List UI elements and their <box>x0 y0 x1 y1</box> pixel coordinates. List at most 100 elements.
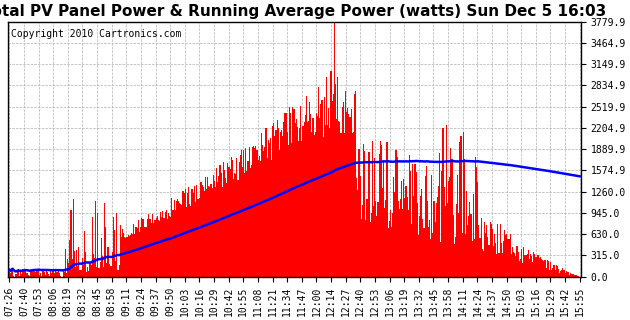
Bar <box>503 241 504 277</box>
Bar <box>277 120 278 277</box>
Bar <box>400 199 401 277</box>
Bar <box>244 173 245 277</box>
Bar <box>291 142 292 277</box>
Bar <box>466 191 467 277</box>
Bar <box>170 217 171 277</box>
Bar <box>185 189 186 277</box>
Bar <box>171 198 173 277</box>
Bar <box>308 121 309 277</box>
Bar <box>264 148 265 277</box>
Bar <box>25 270 26 277</box>
Bar <box>362 205 363 277</box>
Bar <box>445 206 446 277</box>
Bar <box>295 119 297 277</box>
Bar <box>142 219 143 277</box>
Bar <box>513 252 514 277</box>
Bar <box>312 118 314 277</box>
Bar <box>491 224 492 277</box>
Bar <box>355 91 356 277</box>
Bar <box>84 231 85 277</box>
Bar <box>353 132 354 277</box>
Bar <box>234 173 235 277</box>
Bar <box>346 112 347 277</box>
Bar <box>381 145 382 277</box>
Bar <box>12 270 13 277</box>
Bar <box>382 188 383 277</box>
Bar <box>10 273 11 277</box>
Bar <box>419 216 420 277</box>
Bar <box>401 180 402 277</box>
Bar <box>269 143 270 277</box>
Bar <box>21 274 22 277</box>
Bar <box>261 133 262 277</box>
Bar <box>55 270 56 277</box>
Bar <box>68 263 69 277</box>
Bar <box>59 274 60 277</box>
Bar <box>325 125 326 277</box>
Bar <box>324 97 325 277</box>
Bar <box>457 175 458 277</box>
Bar <box>285 113 287 277</box>
Bar <box>341 107 343 277</box>
Bar <box>89 262 91 277</box>
Bar <box>534 254 536 277</box>
Bar <box>178 201 179 277</box>
Bar <box>189 204 190 277</box>
Bar <box>82 258 83 277</box>
Bar <box>98 268 100 277</box>
Bar <box>85 252 86 277</box>
Bar <box>83 265 84 277</box>
Bar <box>118 265 120 277</box>
Bar <box>415 164 416 277</box>
Bar <box>125 238 127 277</box>
Bar <box>60 276 62 277</box>
Bar <box>320 104 321 277</box>
Bar <box>425 176 426 277</box>
Bar <box>186 207 187 277</box>
Text: Copyright 2010 Cartronics.com: Copyright 2010 Cartronics.com <box>11 29 181 39</box>
Bar <box>130 235 131 277</box>
Bar <box>146 228 147 277</box>
Bar <box>485 233 486 277</box>
Bar <box>370 213 372 277</box>
Bar <box>542 260 543 277</box>
Bar <box>108 264 110 277</box>
Bar <box>260 161 261 277</box>
Bar <box>557 266 558 277</box>
Bar <box>449 177 450 277</box>
Bar <box>366 199 367 277</box>
Bar <box>363 144 364 277</box>
Bar <box>409 155 410 277</box>
Bar <box>492 228 493 277</box>
Bar <box>111 266 112 277</box>
Bar <box>297 127 298 277</box>
Bar <box>30 270 31 277</box>
Bar <box>520 259 521 277</box>
Bar <box>306 96 307 277</box>
Bar <box>336 119 337 277</box>
Bar <box>477 182 478 277</box>
Bar <box>502 252 503 277</box>
Bar <box>547 260 548 277</box>
Bar <box>226 183 227 277</box>
Bar <box>238 180 239 277</box>
Bar <box>177 199 178 277</box>
Bar <box>147 214 149 277</box>
Bar <box>206 188 207 277</box>
Bar <box>104 203 105 277</box>
Bar <box>427 201 428 277</box>
Bar <box>117 270 118 277</box>
Bar <box>105 227 106 277</box>
Bar <box>323 137 324 277</box>
Bar <box>241 150 242 277</box>
Bar <box>383 162 384 277</box>
Bar <box>272 126 273 277</box>
Bar <box>46 271 47 277</box>
Bar <box>429 220 430 277</box>
Bar <box>149 220 150 277</box>
Bar <box>467 225 468 277</box>
Bar <box>220 173 222 277</box>
Bar <box>329 128 330 277</box>
Bar <box>259 156 260 277</box>
Bar <box>43 272 45 277</box>
